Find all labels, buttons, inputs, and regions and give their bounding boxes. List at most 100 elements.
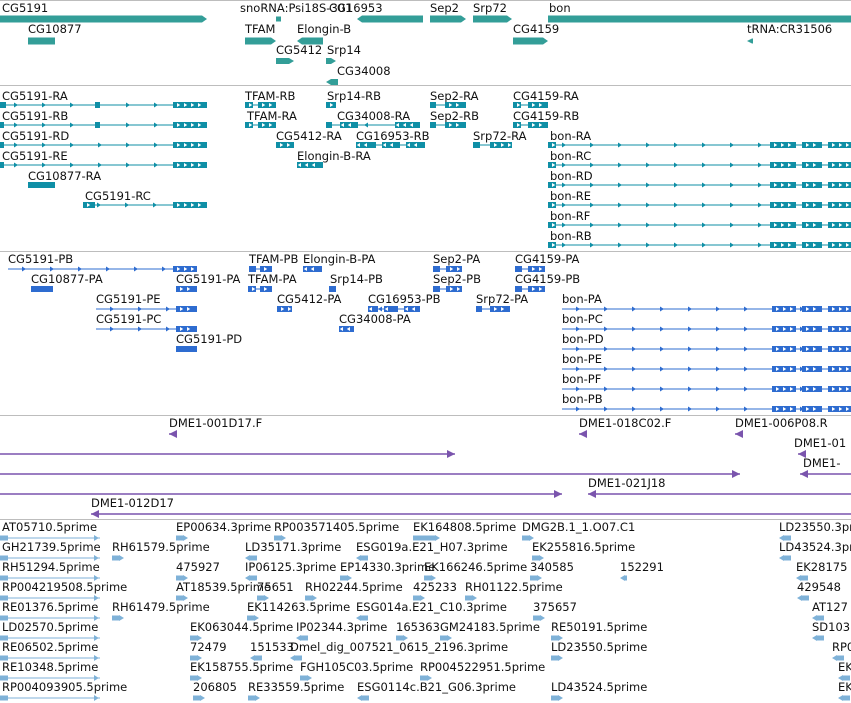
feature-proteins[interactable]: CG5191-PA [176, 272, 241, 292]
est-block[interactable] [248, 695, 255, 701]
exon-block[interactable] [802, 406, 822, 412]
est-block[interactable] [340, 575, 347, 581]
exon-block[interactable] [176, 326, 197, 332]
exon-block[interactable] [802, 142, 822, 148]
feature-ests[interactable]: 475927 [176, 560, 220, 581]
est-block[interactable] [362, 695, 369, 701]
feature-transcripts[interactable]: CG4159-RA [513, 89, 579, 108]
feature-ests[interactable]: LD43524.5prime [551, 680, 647, 701]
gene-bar[interactable] [302, 37, 323, 45]
feature-transcripts[interactable]: Srp72-RA [473, 129, 527, 148]
feature-transcripts[interactable]: bon-RE [548, 189, 851, 208]
feature-ests[interactable]: 151533 [250, 640, 294, 661]
feature-transcripts[interactable]: bon-RB [548, 229, 851, 248]
feature-genes[interactable]: Sep2 [430, 1, 466, 23]
exon-block[interactable] [95, 102, 100, 108]
est-block[interactable] [176, 535, 183, 541]
est-block[interactable] [420, 675, 427, 681]
exon-block[interactable] [445, 122, 466, 128]
exon-block[interactable] [249, 266, 256, 272]
exon-block[interactable] [277, 306, 292, 312]
exon-block[interactable] [446, 286, 462, 292]
exon-block[interactable] [176, 346, 197, 352]
est-block[interactable] [274, 535, 281, 541]
est-block[interactable] [112, 615, 119, 621]
feature-proteins[interactable]: TFAM-PB [248, 252, 298, 272]
feature-transcripts[interactable]: CG16953-RB [356, 129, 430, 148]
feature-ests[interactable]: RH01122.5prime [465, 580, 563, 601]
est-block[interactable] [551, 655, 558, 661]
exon-block[interactable] [802, 242, 822, 248]
est-block[interactable] [176, 575, 183, 581]
exon-block[interactable] [28, 182, 55, 188]
feature-ests[interactable]: GM24183.5prime [440, 620, 540, 641]
est-block[interactable] [843, 695, 850, 701]
feature-ests[interactable]: RE10348.5prime [0, 660, 100, 681]
est-block[interactable] [413, 535, 435, 541]
est-block[interactable] [530, 575, 537, 581]
exon-block[interactable] [802, 202, 822, 208]
feature-ests[interactable]: 72479 [190, 640, 227, 661]
est-block[interactable] [784, 555, 791, 561]
est-block[interactable] [176, 595, 183, 601]
feature-transcripts[interactable]: TFAM-RB [244, 89, 296, 108]
est-block[interactable] [193, 695, 200, 701]
feature-genes[interactable]: CG34008 [326, 64, 391, 85]
feature-ests[interactable]: RE33559.5prime [248, 680, 344, 701]
exon-block[interactable] [515, 286, 522, 292]
exon-block[interactable] [802, 366, 822, 372]
est-block[interactable] [0, 575, 8, 581]
est-block[interactable] [837, 655, 844, 661]
feature-ests[interactable]: GH21739.5prime [0, 540, 101, 561]
feature-clones[interactable]: DME1-006P08.R [735, 416, 828, 438]
feature-transcripts[interactable]: bon-RD [548, 169, 851, 188]
feature-transcripts[interactable]: CG10877-RA [28, 169, 101, 188]
exon-block[interactable] [802, 306, 822, 312]
est-block[interactable] [522, 535, 529, 541]
feature-transcripts[interactable]: bon-RA [548, 129, 851, 148]
est-block[interactable] [190, 635, 197, 641]
feature-transcripts[interactable]: TFAM-RA [245, 109, 297, 128]
exon-block[interactable] [802, 222, 822, 228]
exon-block[interactable] [173, 122, 207, 128]
feature-ests[interactable]: RH51294.5prime [0, 560, 100, 581]
exon-block[interactable] [368, 306, 378, 312]
feature-genes[interactable]: CG16953 [329, 1, 423, 23]
feature-transcripts[interactable]: bon-RC [548, 149, 851, 168]
exon-block[interactable] [802, 182, 822, 188]
exon-block[interactable] [173, 162, 207, 168]
gene-bar[interactable] [245, 37, 271, 45]
feature-ests[interactable]: EK [838, 680, 851, 701]
feature-clones[interactable] [0, 450, 455, 458]
est-block[interactable] [0, 615, 8, 621]
feature-proteins[interactable]: CG16953-PB [368, 292, 441, 312]
est-block[interactable] [0, 635, 8, 641]
feature-ests[interactable]: EK255816.5prime [532, 540, 635, 561]
est-block[interactable] [305, 595, 312, 601]
feature-ests[interactable]: RP004219508.5prime [0, 580, 127, 601]
est-block[interactable] [465, 595, 472, 601]
exon-block[interactable] [802, 386, 822, 392]
exon-block[interactable] [95, 122, 100, 128]
feature-ests[interactable]: RE06502.5prime [0, 640, 100, 661]
est-block[interactable] [300, 675, 307, 681]
gene-bar[interactable] [326, 58, 331, 64]
exon-block[interactable] [329, 286, 336, 292]
feature-transcripts[interactable]: CG5191-RE [0, 149, 207, 168]
feature-genes[interactable]: CG5191 [0, 1, 207, 23]
exon-block[interactable] [173, 102, 207, 108]
feature-proteins[interactable]: TFAM-PA [247, 272, 297, 292]
feature-genes[interactable]: Srp72 [473, 1, 512, 23]
exon-block[interactable] [395, 122, 420, 128]
feature-genes[interactable]: CG10877 [28, 22, 82, 45]
est-block[interactable] [625, 575, 627, 581]
est-block[interactable] [190, 675, 197, 681]
est-block[interactable] [424, 575, 431, 581]
feature-ests[interactable]: RH02244.5prime [305, 580, 403, 601]
feature-genes[interactable]: bon [548, 1, 851, 23]
feature-ests[interactable]: AT127 [812, 600, 848, 621]
feature-ests[interactable]: EK28175 [796, 560, 847, 581]
feature-ests[interactable]: RP003571405.5prime [274, 520, 399, 541]
feature-ests[interactable]: 75651 [257, 580, 294, 601]
feature-ests[interactable]: ESG019a.E21_H07.3prime [356, 540, 508, 561]
